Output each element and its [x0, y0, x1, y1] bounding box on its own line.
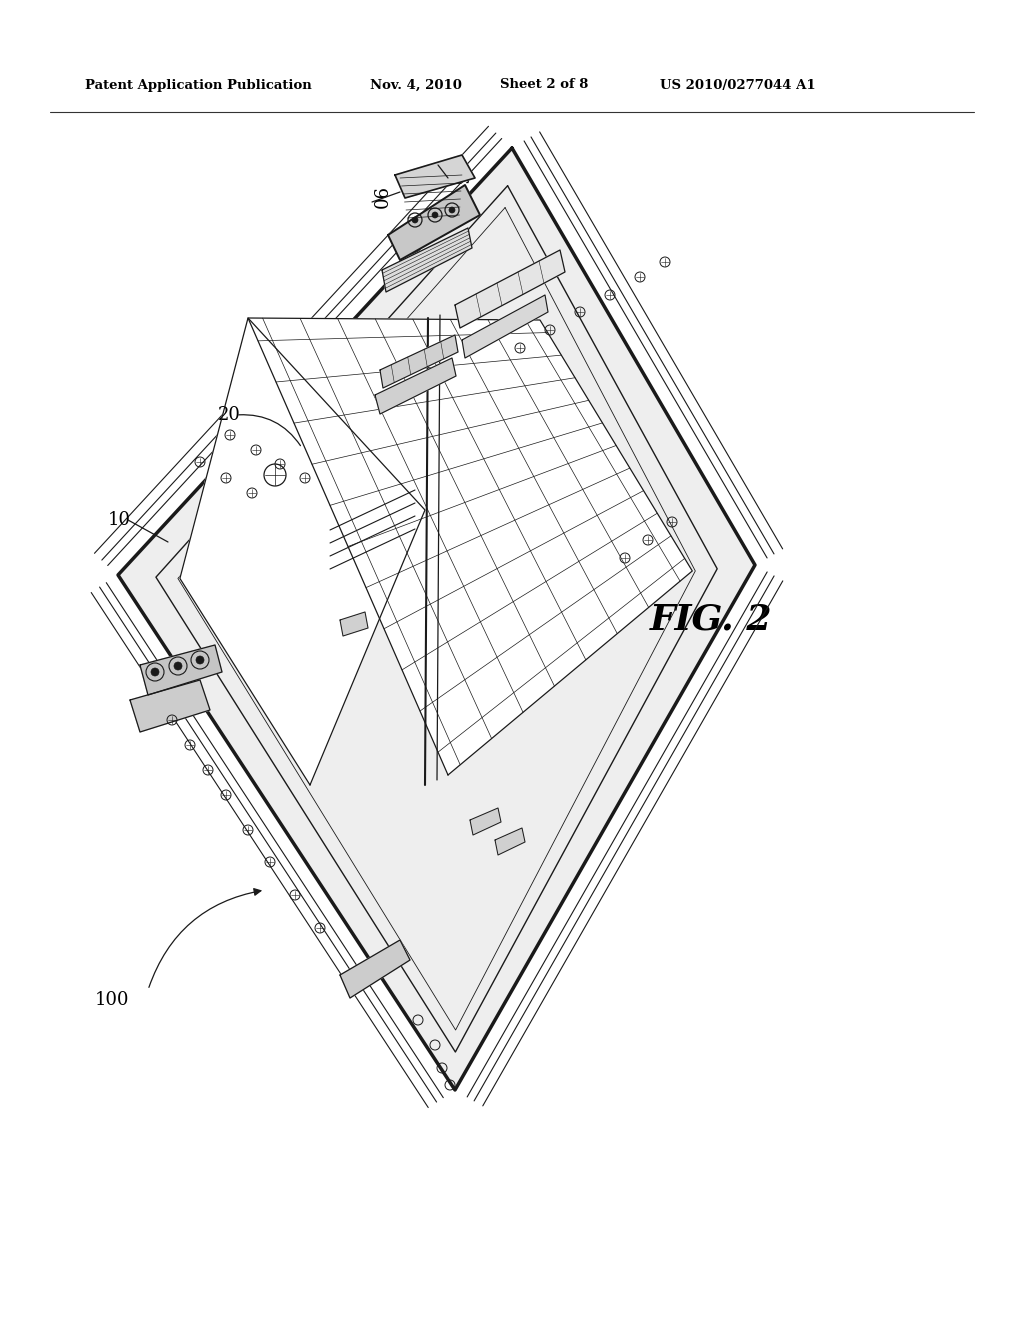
Circle shape [196, 656, 204, 664]
Polygon shape [180, 318, 425, 785]
Text: Sheet 2 of 8: Sheet 2 of 8 [500, 78, 589, 91]
Polygon shape [248, 318, 692, 775]
Polygon shape [380, 335, 458, 388]
Polygon shape [340, 612, 368, 636]
Polygon shape [118, 148, 755, 1090]
Text: 16: 16 [449, 164, 466, 186]
Text: 10: 10 [108, 511, 131, 529]
FancyArrowPatch shape [148, 888, 261, 987]
FancyArrowPatch shape [239, 414, 300, 446]
Polygon shape [130, 680, 210, 733]
Circle shape [412, 216, 418, 223]
Polygon shape [382, 228, 472, 292]
Polygon shape [455, 249, 565, 327]
Text: Patent Application Publication: Patent Application Publication [85, 78, 311, 91]
Circle shape [432, 213, 438, 218]
Polygon shape [495, 828, 525, 855]
Circle shape [174, 663, 182, 671]
Text: US 2010/0277044 A1: US 2010/0277044 A1 [660, 78, 816, 91]
Circle shape [151, 668, 159, 676]
Polygon shape [140, 645, 222, 696]
Text: 90: 90 [368, 189, 386, 211]
Polygon shape [395, 154, 475, 198]
Polygon shape [340, 940, 410, 998]
Polygon shape [462, 294, 548, 358]
Text: 20: 20 [218, 407, 241, 424]
Polygon shape [375, 358, 456, 414]
Circle shape [449, 207, 455, 213]
Polygon shape [470, 808, 501, 836]
Polygon shape [388, 185, 480, 260]
Text: 100: 100 [95, 991, 129, 1008]
Text: FIG. 2: FIG. 2 [650, 603, 772, 638]
Text: Nov. 4, 2010: Nov. 4, 2010 [370, 78, 462, 91]
